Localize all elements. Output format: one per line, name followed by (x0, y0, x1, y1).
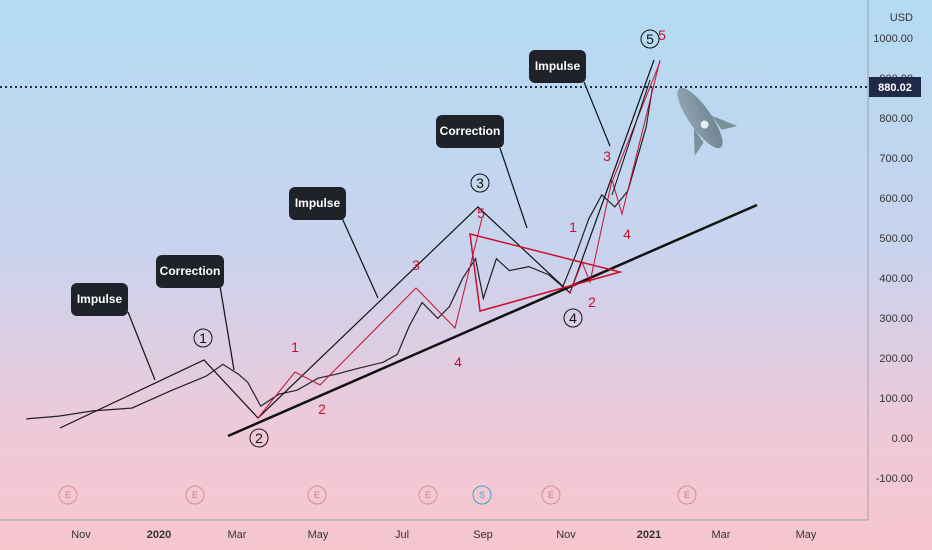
x-tick-label: Mar (712, 529, 731, 541)
y-tick-label: 800.00 (879, 113, 913, 125)
y-tick-label: 1000.00 (873, 33, 913, 45)
subwave-red-2 (569, 59, 661, 294)
earnings-event-marker[interactable]: E (541, 485, 561, 505)
price-line (26, 87, 654, 420)
y-tick-label: -100.00 (876, 473, 913, 485)
event-label: S (479, 490, 485, 500)
x-tick-label: Jul (395, 529, 409, 541)
event-label: E (684, 490, 690, 500)
callout-impulse-3: Impulse (529, 50, 611, 147)
x-tick-label: Mar (228, 529, 247, 541)
last-price-badge: 880.02 (869, 77, 921, 97)
earnings-event-marker[interactable]: E (185, 485, 205, 505)
x-tick-label: 2020 (147, 529, 171, 541)
trend-rise-black (611, 79, 651, 196)
red-wave-5a: 5 (477, 205, 485, 221)
callout-correction-2-text: Correction (440, 124, 501, 138)
event-label: E (425, 490, 431, 500)
y-tick-label: 500.00 (879, 233, 913, 245)
wave-circle-5-text: 5 (646, 31, 654, 47)
wave-circle-3-text: 3 (476, 175, 484, 191)
callout-impulse-1: Impulse (71, 283, 156, 381)
impulse-wave-black (59, 59, 655, 429)
event-label: E (192, 490, 198, 500)
callout-impulse-1-text: Impulse (77, 292, 123, 306)
y-tick-label: 700.00 (879, 153, 913, 165)
callout-impulse-2-text: Impulse (295, 196, 341, 210)
x-tick-label: Sep (473, 529, 493, 541)
y-tick-label: 100.00 (879, 393, 913, 405)
y-tick-label: 600.00 (879, 193, 913, 205)
rocket-icon (677, 87, 738, 156)
wave-circle-4: 4 (563, 308, 583, 328)
x-tick-labels: Nov 2020 Mar May Jul Sep Nov 2021 Mar May (71, 529, 817, 541)
wave-circle-3: 3 (470, 173, 490, 193)
x-axis: Nov 2020 Mar May Jul Sep Nov 2021 Mar May (0, 519, 868, 541)
red-wave-3b: 3 (603, 148, 611, 164)
red-wave-2b: 2 (588, 294, 596, 310)
x-tick-label: May (308, 529, 329, 541)
currency-label: USD (890, 12, 913, 24)
earnings-event-marker[interactable]: E (307, 485, 327, 505)
triangle-pattern (469, 233, 623, 312)
red-wave-3a: 3 (412, 257, 420, 273)
red-wave-4a: 4 (454, 354, 462, 370)
price-candles (26, 87, 654, 420)
x-tick-label: May (796, 529, 817, 541)
y-axis: USD 1000.00900.00800.00700.00600.00500.0… (867, 0, 921, 520)
y-tick-labels: 1000.00900.00800.00700.00600.00500.00400… (873, 33, 913, 485)
wave-circle-5: 5 (640, 29, 660, 49)
x-tick-label: Nov (556, 529, 576, 541)
y-tick-label: 200.00 (879, 353, 913, 365)
annotations (59, 59, 758, 438)
y-tick-label: 300.00 (879, 313, 913, 325)
x-tick-label: Nov (71, 529, 91, 541)
callouts: Impulse Correction Impulse Correction Im… (71, 50, 611, 381)
last-price-text: 880.02 (878, 82, 912, 94)
earnings-event-marker[interactable]: E (677, 485, 697, 505)
split-event-marker[interactable]: S (472, 485, 492, 505)
wave-circle-2-text: 2 (255, 430, 263, 446)
red-wave-5b: 5 (658, 27, 666, 43)
callout-correction-1-text: Correction (160, 264, 221, 278)
red-wave-2a: 2 (318, 401, 326, 417)
subwave-red-1 (257, 217, 483, 419)
event-label: E (314, 490, 320, 500)
x-tick-label: 2021 (637, 529, 661, 541)
red-wave-4b: 4 (623, 226, 631, 242)
y-tick-label: 0.00 (892, 433, 913, 445)
earnings-event-marker[interactable]: E (58, 485, 78, 505)
callout-correction-1: Correction (156, 255, 235, 371)
earnings-event-marker[interactable]: E (418, 485, 438, 505)
wave-circle-1: 1 (193, 328, 213, 348)
callout-impulse-2: Impulse (289, 187, 379, 299)
event-label: E (548, 490, 554, 500)
wave-labels: 1 2 3 4 5 1 2 3 4 5 1 2 3 4 5 (193, 27, 666, 448)
support-trendline (227, 203, 758, 438)
wave-circle-2: 2 (249, 428, 269, 448)
callout-impulse-3-text: Impulse (535, 59, 581, 73)
red-wave-1a: 1 (291, 339, 299, 355)
event-label: E (65, 490, 71, 500)
red-wave-1b: 1 (569, 219, 577, 235)
wave-circle-1-text: 1 (199, 330, 207, 346)
y-tick-label: 400.00 (879, 273, 913, 285)
callout-correction-2: Correction (436, 115, 528, 229)
wave-circle-4-text: 4 (569, 310, 577, 326)
